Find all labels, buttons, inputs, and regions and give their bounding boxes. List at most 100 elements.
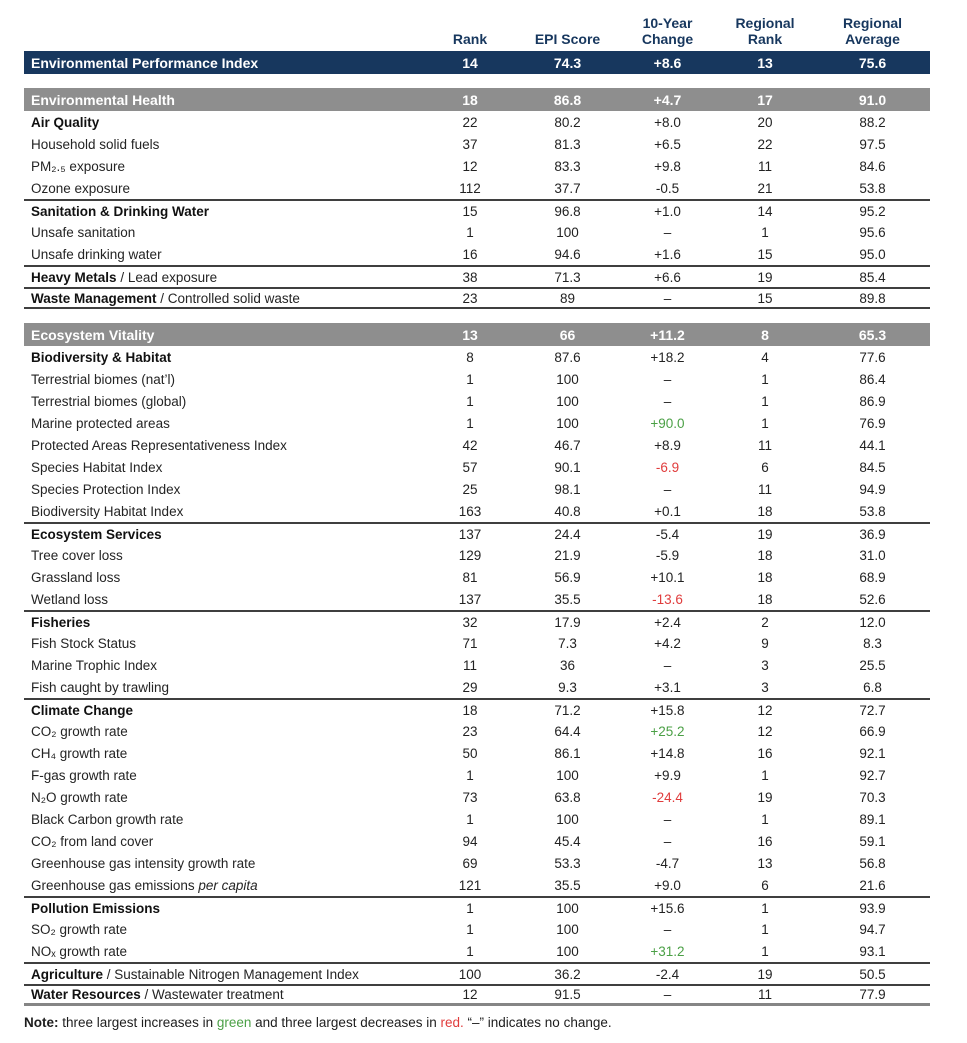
row-label: Pollution Emissions — [31, 900, 161, 916]
cell-regional-rank: 18 — [757, 503, 773, 519]
table-row: NOₓ growth rate 1 100 +31.2 1 93.1 — [24, 940, 930, 962]
cell-regional-rank: 18 — [757, 569, 773, 585]
cell-regional-rank: 1 — [761, 767, 769, 783]
cell-epi-score: 64.4 — [554, 723, 581, 739]
row-label: SO₂ growth rate — [31, 921, 128, 937]
cell-rank: 57 — [462, 459, 478, 475]
cell-regional-average: 50.5 — [859, 966, 886, 982]
row-label: Marine Trophic Index — [31, 657, 158, 673]
cell-epi-score: 53.3 — [554, 855, 581, 871]
footnote-text: three largest increases in — [58, 1015, 217, 1030]
table-row: Protected Areas Representativeness Index… — [24, 434, 930, 456]
column-header-regional-rank: Regional Rank — [735, 15, 795, 47]
table-row: CO₂ growth rate 23 64.4 +25.2 12 66.9 — [24, 720, 930, 742]
table-row: Biodiversity Habitat Index 163 40.8 +0.1 18 5… — [24, 500, 930, 522]
footnote-text: and three largest decreases in — [251, 1015, 441, 1030]
row-label: Grassland loss — [31, 569, 121, 585]
cell-epi-score: 100 — [556, 900, 579, 916]
cell-rank: 22 — [462, 114, 478, 130]
row-label: Household solid fuels — [31, 136, 160, 152]
cell-regional-average: 70.3 — [859, 789, 886, 805]
cell-rank: 12 — [462, 987, 478, 1002]
cell-change: +6.5 — [654, 136, 681, 152]
cell-regional-average: 36.9 — [859, 526, 886, 542]
cell-change: +8.9 — [654, 437, 681, 453]
cell-regional-average: 86.9 — [859, 393, 886, 409]
cell-change: +9.8 — [654, 158, 681, 174]
summary-change: +8.6 — [653, 54, 682, 71]
cell-regional-rank: 21 — [757, 180, 773, 196]
cell-epi-score: 46.7 — [554, 437, 581, 453]
cell-epi-score: 56.9 — [554, 569, 581, 585]
table-row: Greenhouse gas intensity growth rate 69 53… — [24, 852, 930, 874]
footnote-prefix: Note: — [24, 1015, 59, 1030]
cell-rank: 12 — [462, 158, 478, 174]
cell-change: +14.8 — [650, 745, 685, 761]
cell-change: +1.0 — [654, 203, 681, 219]
cell-change: +15.8 — [650, 702, 685, 718]
column-header-row: Rank EPI Score 10-Year Change Regional R… — [24, 8, 930, 48]
table-row: Marine protected areas 1 100 +90.0 1 76.9 — [24, 412, 930, 434]
cell-change: +6.6 — [654, 269, 681, 285]
cell-regional-rank: 16 — [757, 745, 773, 761]
cell-rank: 1 — [466, 371, 474, 387]
summary-row-epi: Environmental Performance Index 14 74.3 … — [24, 51, 930, 74]
cell-change: +31.2 — [650, 943, 685, 959]
cell-change: +4.2 — [654, 635, 681, 651]
cell-epi-score: 71.2 — [554, 702, 581, 718]
row-label: Sanitation & Drinking Water — [31, 203, 210, 219]
cell-regional-average: 12.0 — [859, 614, 886, 630]
cell-change: -13.6 — [652, 591, 683, 607]
column-header-regional-average: Regional Average — [842, 15, 903, 47]
cell-regional-average: 59.1 — [859, 833, 886, 849]
row-label: Terrestrial biomes (nat’l) — [31, 371, 176, 387]
cell-regional-rank: 3 — [761, 657, 769, 673]
cell-epi-score: 45.4 — [554, 833, 581, 849]
cell-change: – — [663, 657, 672, 673]
cell-epi-score: 91.5 — [554, 987, 581, 1002]
cell-rank: 42 — [462, 437, 478, 453]
cell-epi-score: 40.8 — [554, 503, 581, 519]
cell-change: +15.6 — [650, 900, 685, 916]
cell-rank: 38 — [462, 269, 478, 285]
cell-change: – — [663, 987, 672, 1002]
cell-rank: 16 — [462, 246, 478, 262]
cell-regional-rank: 1 — [761, 393, 769, 409]
cell-regional-rank: 11 — [757, 987, 772, 1002]
cell-regional-rank: 22 — [757, 136, 773, 152]
table-row: Water Resources / Wastewater treatment 12… — [24, 984, 930, 1006]
cell-change: +9.9 — [654, 767, 681, 783]
table-row: Household solid fuels 37 81.3 +6.5 22 97.5 — [24, 133, 930, 155]
row-label: Agriculture / Sustainable Nitrogen Manag… — [31, 966, 359, 982]
cell-change: +10.1 — [650, 569, 685, 585]
cell-regional-rank: 11 — [757, 437, 772, 453]
cell-regional-rank: 19 — [757, 789, 773, 805]
epi-table: Rank EPI Score 10-Year Change Regional R… — [24, 8, 930, 1030]
cell-regional-rank: 15 — [757, 246, 773, 262]
cell-rank: 15 — [462, 203, 478, 219]
section-change: +4.7 — [653, 91, 682, 108]
section-gap — [24, 309, 930, 323]
section-gap — [24, 74, 930, 88]
table-row: CH₄ growth rate 50 86.1 +14.8 16 92.1 — [24, 742, 930, 764]
cell-change: +25.2 — [650, 723, 685, 739]
cell-regional-rank: 6 — [761, 459, 769, 475]
cell-regional-average: 89.8 — [859, 290, 886, 306]
cell-regional-rank: 19 — [757, 269, 773, 285]
row-label: Greenhouse gas intensity growth rate — [31, 855, 256, 871]
section-regional-rank: 8 — [761, 326, 769, 343]
cell-regional-average: 92.7 — [859, 767, 886, 783]
row-label: Species Protection Index — [31, 481, 181, 497]
cell-epi-score: 36 — [559, 657, 576, 673]
column-header-10-year-change: 10-Year Change — [641, 15, 694, 47]
table-row: Biodiversity & Habitat 8 87.6 +18.2 4 77.6 — [24, 346, 930, 368]
row-label: PM₂.₅ exposure — [31, 158, 125, 174]
cell-epi-score: 63.8 — [554, 789, 581, 805]
cell-regional-average: 21.6 — [859, 877, 886, 893]
cell-rank: 137 — [458, 526, 482, 542]
cell-regional-average: 86.4 — [859, 371, 886, 387]
cell-rank: 11 — [462, 657, 477, 673]
cell-regional-average: 77.6 — [859, 349, 886, 365]
table-row: Species Protection Index 25 98.1 – 11 94.9 — [24, 478, 930, 500]
cell-epi-score: 81.3 — [554, 136, 581, 152]
